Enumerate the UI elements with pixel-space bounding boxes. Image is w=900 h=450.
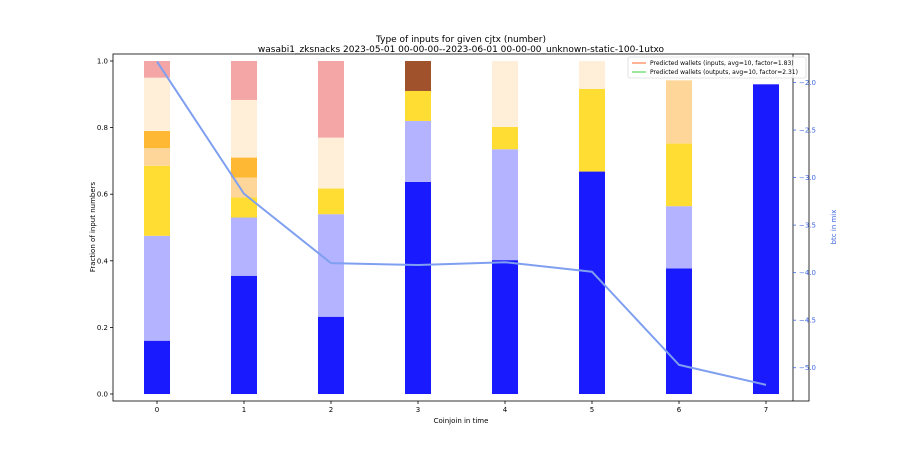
btc-in-mix-line [156,61,767,386]
bar-segment-1-5 [231,99,257,158]
plot-frame [112,53,810,402]
bar-segment-7-0 [753,84,779,394]
bar-segment-0-1 [144,235,170,341]
x-tick-label: 3 [416,406,420,414]
y-tick-label: 0.4 [97,257,109,265]
x-tick-label: 4 [503,406,508,414]
bar-segment-2-0 [318,316,344,394]
y2-tick-label: −3.0 [799,174,816,182]
x-axis: 0 1 2 3 4 5 6 7 [155,401,768,414]
y2-axis-label: btc in mix [830,210,838,245]
bar-segment-3-0 [405,181,431,394]
y-axis: 0.0 0.2 0.4 0.6 0.8 1.0 [97,58,113,399]
bar-segment-5-0 [579,171,605,394]
bar-segment-2-2 [318,188,344,215]
y2-axis: −2.0 −2.5 −3.0 −3.5 −4.0 −4.5 −5.0 [793,79,816,372]
x-tick-label: 1 [242,406,246,414]
x-axis-label: Coinjoin in time [434,417,489,425]
bar-segment-2-1 [318,214,344,317]
bar-segment-1-1 [231,217,257,276]
chart-subtitle: wasabi1_zksnacks 2023-05-01 00-00-00--20… [258,45,665,55]
bar-segment-0-5 [144,77,170,131]
y2-tick-label: −3.5 [799,222,816,230]
bar-segment-0-6 [144,61,170,78]
bar-segment-1-2 [231,197,257,218]
y2-tick-label: −2.5 [799,127,816,135]
line-layer [156,61,767,386]
bar-segment-3-1 [405,120,431,182]
bar-segment-4-5 [492,61,518,127]
bar-segment-1-0 [231,275,257,394]
bar-segment-5-2 [579,88,605,172]
y2-tick-label: −4.5 [799,317,816,325]
x-tick-label: 5 [590,406,594,414]
bar-segment-6-0 [666,268,692,394]
x-tick-label: 2 [329,406,333,414]
bar-segment-3-2 [405,90,431,121]
y-tick-label: 0.2 [97,324,108,332]
y2-tick-label: −4.0 [799,269,816,277]
bar-segment-0-3 [144,148,170,166]
y-tick-label: 1.0 [97,58,108,66]
legend-label-inputs: Predicted wallets (inputs, avg=10, facto… [650,60,794,67]
bar-segment-6-3 [666,80,692,144]
bar-segment-0-4 [144,130,170,149]
legend: Predicted wallets (inputs, avg=10, facto… [627,56,807,79]
bar-segment-2-6 [318,61,344,138]
x-tick-label: 0 [155,406,159,414]
legend-label-outputs: Predicted wallets (outputs, avg=10, fact… [650,69,798,76]
bar-segment-3-7 [405,61,431,91]
bar-segment-1-6 [231,61,257,100]
bar-segment-6-2 [666,143,692,207]
chart-title: Type of inputs for given cjtx (number) [375,35,546,45]
legend-box [627,56,807,79]
bar-segment-6-1 [666,206,692,269]
bar-segment-0-0 [144,340,170,394]
y-tick-label: 0.6 [97,191,109,199]
x-tick-label: 7 [764,406,768,414]
bar-segment-0-2 [144,165,170,236]
bar-segment-4-2 [492,126,518,150]
y2-tick-label: −5.0 [799,364,816,372]
y-tick-label: 0.0 [97,391,108,399]
y2-tick-label: −2.0 [799,79,816,87]
bar-segment-1-4 [231,157,257,178]
x-tick-label: 6 [677,406,682,414]
y-axis-label: Fraction of input numbers [89,181,97,272]
bar-segment-4-0 [492,260,518,394]
bar-segment-4-1 [492,149,518,261]
y-tick-label: 0.8 [97,124,108,132]
bar-segment-2-5 [318,137,344,189]
bar-group [144,61,779,394]
bar-segment-5-5 [579,61,605,89]
